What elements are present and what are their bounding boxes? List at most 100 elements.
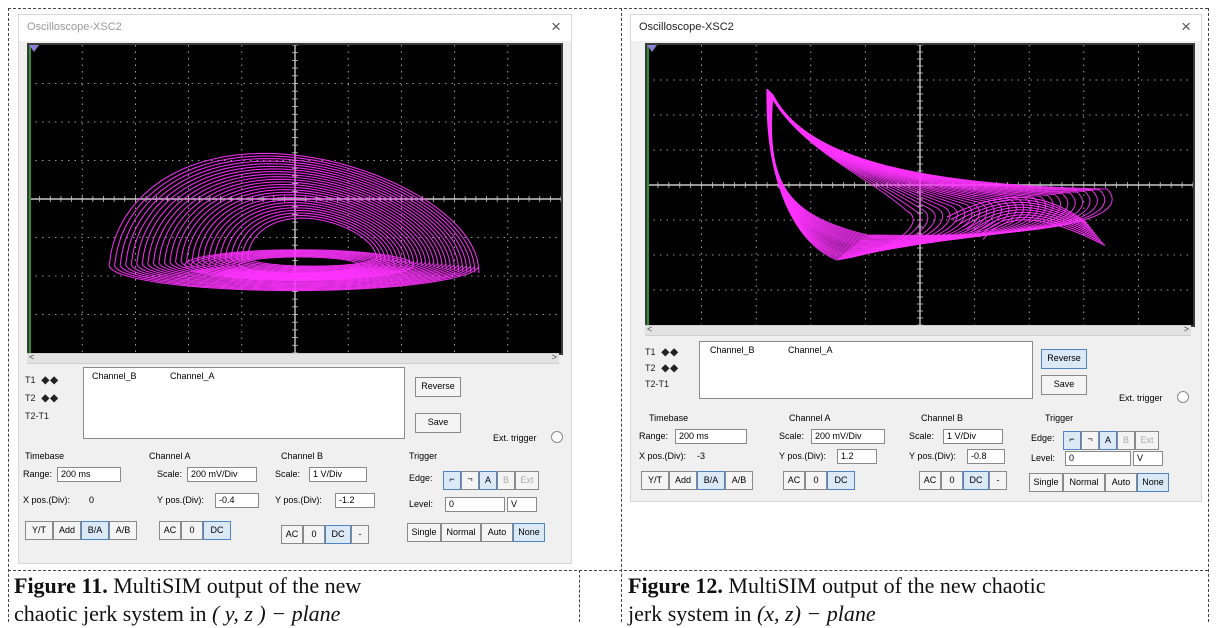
timebase-scale-field[interactable]: 200 ms — [675, 429, 747, 444]
trigger-source-a-icon[interactable]: A — [479, 471, 497, 490]
trigger-auto-button[interactable]: Auto — [1105, 473, 1137, 492]
channel-a-pos-field[interactable]: 1.2 — [837, 449, 877, 464]
channel-b-minus-button[interactable]: - — [989, 471, 1007, 490]
channel-a-dc-button[interactable]: DC — [827, 471, 855, 490]
trigger-normal-button[interactable]: Normal — [1063, 473, 1105, 492]
mode-add-button[interactable]: Add — [669, 471, 697, 490]
trigger-source-a-icon[interactable]: A — [1099, 431, 1117, 450]
cursor-t2-arrows-icon[interactable]: ◆◆ — [41, 393, 59, 404]
trace-tail-loop — [974, 214, 1102, 241]
scroll-right-icon[interactable]: > — [551, 352, 557, 362]
channel-a-pos-field[interactable]: -0.4 — [215, 493, 259, 508]
channel-b-dc-button[interactable]: DC — [963, 471, 989, 490]
timebase-pos-value[interactable]: -3 — [697, 451, 706, 461]
scroll-right-icon[interactable]: > — [1183, 324, 1189, 334]
scroll-left-icon[interactable]: < — [29, 352, 35, 362]
mode-yt-button[interactable]: Y/T — [641, 471, 669, 490]
channel-b-minus-button[interactable]: - — [351, 525, 369, 544]
mode-ba-button[interactable]: B/A — [697, 471, 725, 490]
trace-tail-loop — [954, 201, 1092, 229]
mode-ab-button[interactable]: A/B — [109, 521, 137, 540]
channel-a-zero-button[interactable]: 0 — [181, 521, 203, 540]
edge-rising-icon[interactable]: ⌐ — [1063, 431, 1081, 450]
channel-a-ac-button[interactable]: AC — [783, 471, 805, 490]
save-button[interactable]: Save — [415, 413, 461, 433]
trigger-auto-button[interactable]: Auto — [481, 523, 513, 542]
cursor-t2-arrows-icon[interactable]: ◆◆ — [661, 363, 679, 374]
trace-tail-loop — [946, 196, 1088, 224]
channel-b-pos-label: Y pos.(Div): — [909, 451, 956, 461]
edge-falling-icon[interactable]: ¬ — [461, 471, 479, 490]
channel-a-scale-field[interactable]: 200 mV/Div — [187, 467, 257, 482]
trigger-source-b-icon[interactable]: B — [1117, 431, 1135, 450]
trigger-level-label: Level: — [1031, 453, 1056, 463]
figure-12-label: Figure 12. — [628, 573, 723, 598]
trigger-level-unit[interactable]: V — [507, 497, 537, 512]
channel-a-title: Channel A — [789, 413, 831, 423]
readout-header-channel-b: Channel_B — [710, 345, 755, 355]
figure-11-caption-line2: chaotic jerk system in — [14, 601, 207, 626]
channel-b-scale-field[interactable]: 1 V/Div — [309, 467, 367, 482]
channel-b-dc-button[interactable]: DC — [325, 525, 351, 544]
ext-trigger-radio[interactable] — [551, 431, 563, 443]
timebase-pos-value[interactable]: 0 — [89, 495, 95, 505]
channel-b-scale-field[interactable]: 1 V/Div — [943, 429, 1003, 444]
save-button[interactable]: Save — [1041, 375, 1087, 395]
mode-ba-button[interactable]: B/A — [81, 521, 109, 540]
channel-b-zero-button[interactable]: 0 — [941, 471, 963, 490]
close-icon[interactable]: × — [551, 17, 561, 36]
scroll-left-icon[interactable]: < — [647, 324, 653, 334]
cursor-t1-arrows-icon[interactable]: ◆◆ — [661, 347, 679, 358]
mode-yt-button[interactable]: Y/T — [25, 521, 53, 540]
horizontal-scrollbar[interactable]: < > — [27, 352, 559, 364]
reverse-button[interactable]: Reverse — [1041, 349, 1087, 369]
mode-add-button[interactable]: Add — [53, 521, 81, 540]
trigger-level-field[interactable]: 0 — [445, 497, 505, 512]
trace-loop — [163, 178, 439, 282]
horizontal-scrollbar[interactable]: < > — [645, 324, 1191, 336]
timebase-pos-label: X pos.(Div): — [23, 495, 71, 505]
channel-b-pos-label: Y pos.(Div): — [275, 495, 322, 505]
channel-b-scale-label: Scale: — [275, 469, 301, 479]
trigger-level-field[interactable]: 0 — [1065, 451, 1131, 466]
measurement-readout: Channel_B Channel_A — [699, 341, 1033, 399]
trigger-source-b-icon[interactable]: B — [497, 471, 515, 490]
reverse-button[interactable]: Reverse — [415, 377, 461, 397]
channel-a-scale-field[interactable]: 200 mV/Div — [811, 429, 885, 444]
ext-trigger-radio[interactable] — [1177, 391, 1189, 403]
edge-falling-icon[interactable]: ¬ — [1081, 431, 1099, 450]
cursor-t2-label: T2 — [645, 363, 656, 373]
scope-screen — [645, 43, 1195, 327]
trace-loop — [241, 214, 382, 268]
channel-b-ac-button[interactable]: AC — [919, 471, 941, 490]
trace-tail-loop — [978, 216, 1104, 244]
trigger-normal-button[interactable]: Normal — [441, 523, 481, 542]
timebase-pos-label: X pos.(Div): — [639, 451, 687, 461]
graticule — [29, 45, 561, 353]
frame-left — [8, 8, 9, 622]
channel-b-pos-field[interactable]: -1.2 — [335, 493, 375, 508]
trace-inner-loop — [196, 250, 402, 280]
channel-a-ac-button[interactable]: AC — [159, 521, 181, 540]
channel-a-dc-button[interactable]: DC — [203, 521, 231, 540]
trigger-single-button[interactable]: Single — [407, 523, 441, 542]
channel-b-zero-button[interactable]: 0 — [303, 525, 325, 544]
channel-a-pos-label: Y pos.(Div): — [157, 495, 204, 505]
trigger-none-button[interactable]: None — [1137, 473, 1169, 492]
channel-b-pos-field[interactable]: -0.8 — [967, 449, 1005, 464]
cursor-t1-arrows-icon[interactable]: ◆◆ — [41, 375, 59, 386]
trigger-single-button[interactable]: Single — [1029, 473, 1063, 492]
close-icon[interactable]: × — [1181, 17, 1191, 36]
trigger-source-ext-icon[interactable]: Ext — [515, 471, 539, 490]
timebase-scale-field[interactable]: 200 ms — [57, 467, 121, 482]
channel-b-ac-button[interactable]: AC — [281, 525, 303, 544]
trigger-none-button[interactable]: None — [513, 523, 545, 542]
channel-a-zero-button[interactable]: 0 — [805, 471, 827, 490]
mode-ab-button[interactable]: A/B — [725, 471, 753, 490]
edge-rising-icon[interactable]: ⌐ — [443, 471, 461, 490]
trace-loop — [770, 94, 1113, 236]
trigger-source-ext-icon[interactable]: Ext — [1135, 431, 1159, 450]
trace-tail-loop — [982, 219, 1106, 246]
trigger-level-unit[interactable]: V — [1133, 451, 1163, 466]
trace-tail-loop — [962, 206, 1096, 234]
